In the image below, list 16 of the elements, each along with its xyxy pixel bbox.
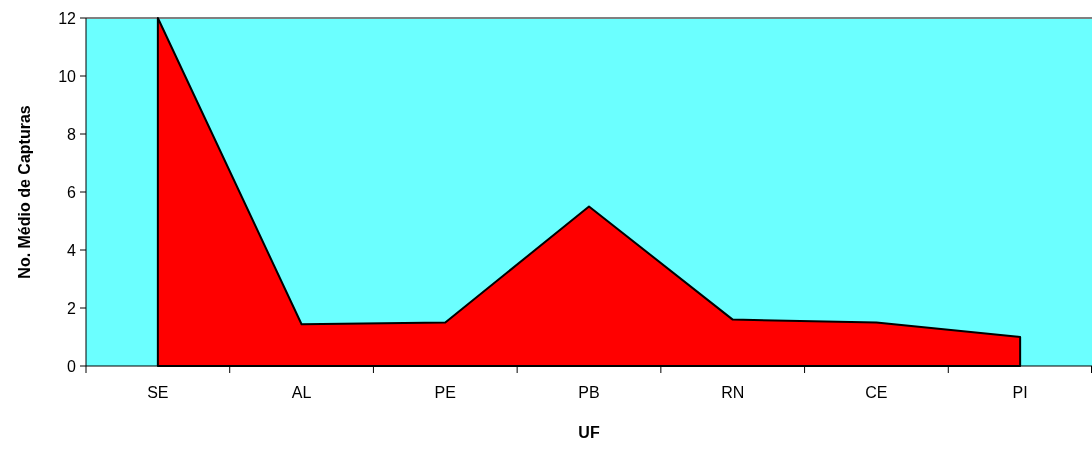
x-axis-title: UF [578,424,600,441]
y-tick-label: 12 [58,9,77,27]
x-tick-label: PB [578,384,600,401]
x-tick-label: SE [147,384,169,401]
y-tick-label: 0 [67,357,77,375]
y-tick-label: 2 [67,299,77,317]
x-tick-label: PI [1012,384,1028,401]
y-tick-label: 4 [67,241,77,259]
x-tick-label: RN [721,384,745,401]
x-tick-label: CE [865,384,888,401]
x-tick-label: AL [291,384,312,401]
y-tick-label: 6 [67,183,77,201]
x-tick-label: PE [434,384,456,401]
y-tick-label: 8 [67,125,77,143]
y-tick-label: 10 [58,67,77,85]
y-axis-title: No. Médio de Capturas [16,105,33,279]
